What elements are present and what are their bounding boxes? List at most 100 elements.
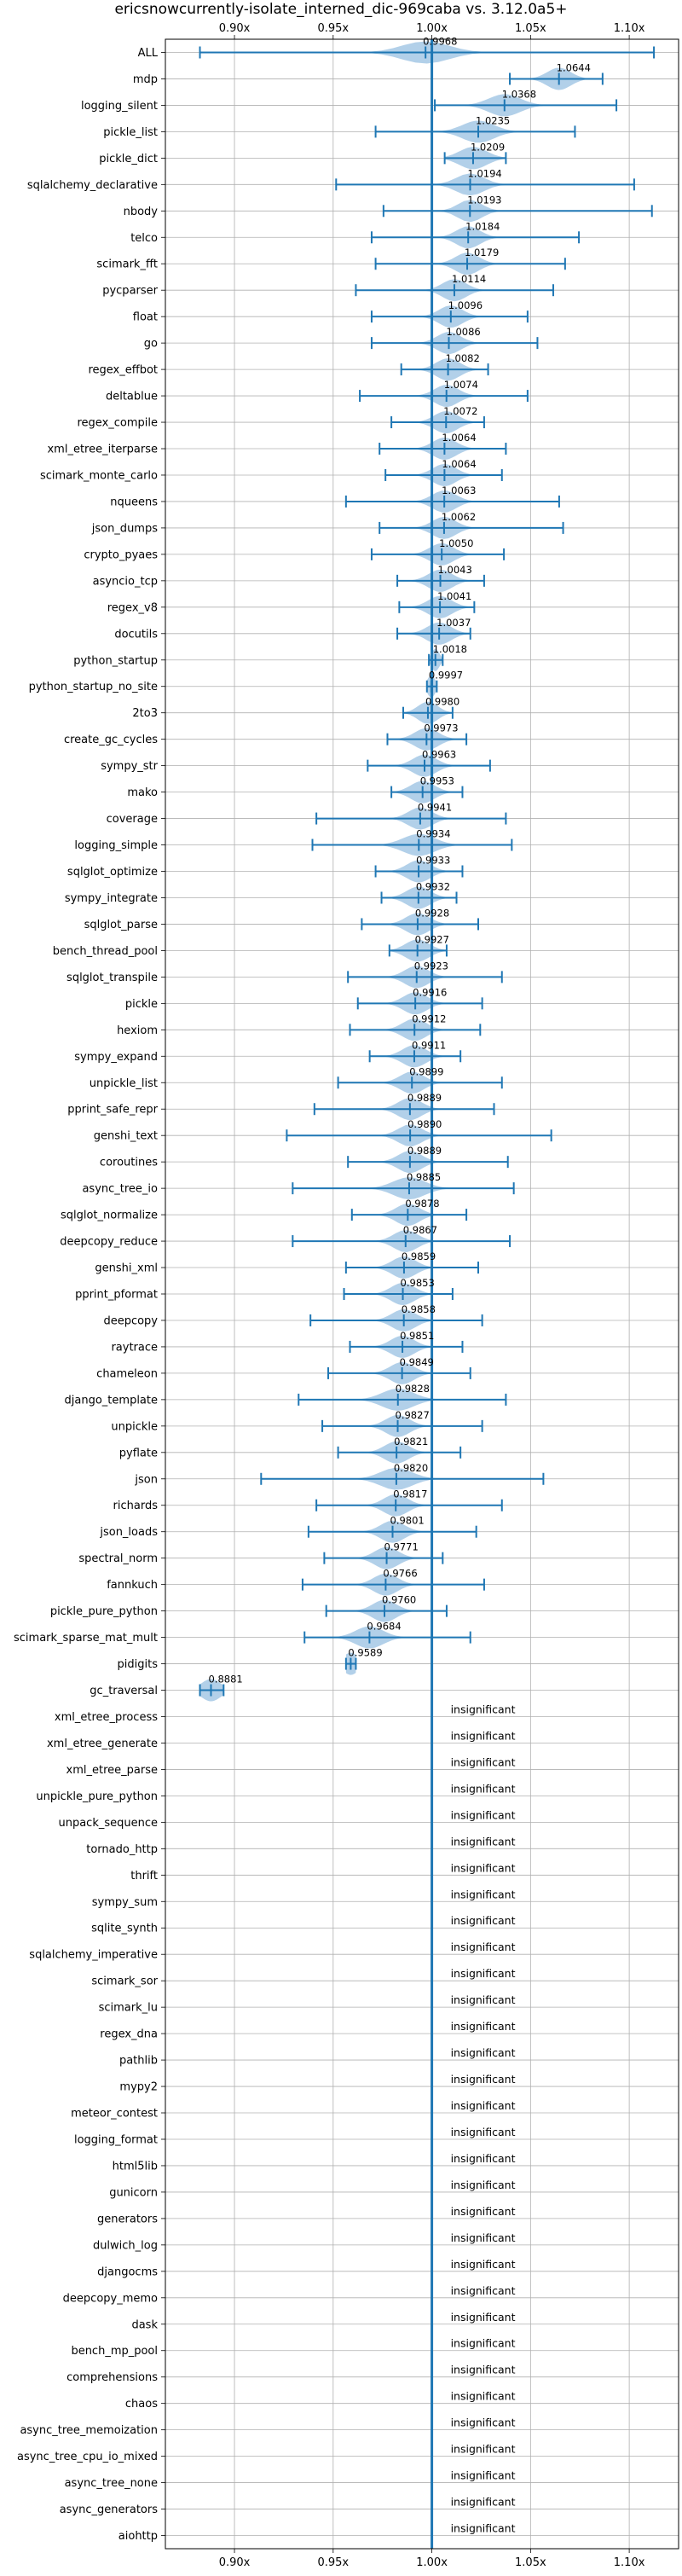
y-tick-label: fannkuch <box>107 1579 158 1592</box>
y-tick-label: dulwich_log <box>93 2239 158 2252</box>
x-tick-label-bottom: 1.00x <box>416 2556 448 2569</box>
value-label: 1.0114 <box>452 273 486 285</box>
value-label: 1.0368 <box>502 88 536 100</box>
error-bars-layer <box>199 46 656 1697</box>
insignificant-label: insignificant <box>451 1914 516 1927</box>
y-tick-label: nbody <box>124 206 159 218</box>
value-label: 1.0082 <box>446 352 480 364</box>
y-tick-label: crypto_pyaes <box>84 548 158 561</box>
value-label: 0.9927 <box>415 933 449 945</box>
value-label: 1.0064 <box>442 432 476 444</box>
value-label: 1.0179 <box>465 247 499 258</box>
insignificant-label: insignificant <box>451 1835 516 1848</box>
value-label: 1.0074 <box>444 379 478 391</box>
value-label: 0.9771 <box>384 1541 419 1553</box>
y-tick-label: pickle_pure_python <box>50 1605 158 1618</box>
y-tick-label: tornado_http <box>86 1843 158 1856</box>
y-tick-label: raytrace <box>111 1341 158 1354</box>
y-tick-label: django_template <box>65 1394 158 1407</box>
value-label: 0.9963 <box>422 749 456 761</box>
insignificant-label: insignificant <box>451 2337 516 2350</box>
y-tick-label: docutils <box>114 628 158 641</box>
value-label: 0.9889 <box>407 1145 442 1157</box>
y-tick-label: scimark_monte_carlo <box>40 469 158 482</box>
x-tick-label-top: 0.90x <box>219 22 251 35</box>
value-labels-layer: 0.9968 1.0644 1.0368 1.0235 1.0209 1.0194 1.01… <box>208 35 590 2534</box>
value-label: 1.0041 <box>437 590 471 602</box>
insignificant-label: insignificant <box>451 2099 516 2112</box>
insignificant-label: insignificant <box>451 2311 516 2324</box>
x-tick-label-bottom: 0.95x <box>317 2556 349 2569</box>
value-label: 0.9853 <box>401 1277 435 1289</box>
y-tick-label: pycparser <box>102 285 158 298</box>
value-label: 0.9932 <box>416 880 450 892</box>
insignificant-label: insignificant <box>451 2126 516 2138</box>
insignificant-label: insignificant <box>451 2152 516 2165</box>
x-tick-label-top: 1.00x <box>416 22 448 35</box>
y-tick-label: regex_v8 <box>107 601 158 614</box>
y-tick-label: python_startup_no_site <box>29 681 158 693</box>
y-tick-label: telco <box>130 232 158 245</box>
y-tick-label: chaos <box>125 2398 158 2411</box>
value-label: 1.0193 <box>467 194 501 206</box>
insignificant-label: insignificant <box>451 2231 516 2244</box>
value-label: 1.0018 <box>433 643 467 655</box>
value-label: 0.9980 <box>425 696 459 708</box>
y-tick-label: bench_thread_pool <box>53 945 158 958</box>
y-tick-label: deltablue <box>106 391 158 403</box>
insignificant-label: insignificant <box>451 1808 516 1821</box>
y-tick-label: pidigits <box>118 1658 159 1671</box>
x-tick-label-bottom: 1.10x <box>614 2556 645 2569</box>
value-label: 0.9827 <box>396 1409 430 1421</box>
y-tick-label: deepcopy_reduce <box>60 1236 158 1249</box>
y-tick-label: unpack_sequence <box>58 1817 158 1830</box>
insignificant-label: insignificant <box>451 1993 516 2006</box>
y-tick-label: logging_simple <box>74 839 158 852</box>
value-label: 0.9912 <box>412 1012 446 1024</box>
y-tick-label: unpickle <box>111 1420 158 1433</box>
value-label: 0.9934 <box>416 828 450 840</box>
y-tick-label: meteor_contest <box>71 2108 158 2121</box>
y-tick-label: richards <box>113 1500 159 1512</box>
y-tick-label: coverage <box>107 813 158 826</box>
y-tick-label: sqlglot_transpile <box>66 972 158 984</box>
y-tick-label: scimark_lu <box>99 2002 158 2015</box>
y-tick-label: sympy_expand <box>74 1051 158 1064</box>
value-label: 1.0184 <box>465 220 500 232</box>
insignificant-label: insignificant <box>451 2416 516 2429</box>
y-tick-label: coroutines <box>100 1157 158 1169</box>
y-tick-label: pickle <box>125 998 158 1011</box>
value-label: 1.0064 <box>442 458 476 470</box>
insignificant-label: insignificant <box>451 2205 516 2218</box>
y-tick-label: pprint_safe_repr <box>67 1104 158 1117</box>
y-tick-label: async_generators <box>60 2503 159 2516</box>
value-label: 1.0050 <box>439 537 473 549</box>
y-tick-label: create_gc_cycles <box>64 734 158 746</box>
y-tick-label: xml_etree_generate <box>47 1738 158 1750</box>
value-label: 0.9878 <box>405 1198 439 1210</box>
value-label: 0.9760 <box>382 1594 416 1606</box>
y-tick-label: xml_etree_parse <box>66 1764 158 1777</box>
y-tick-label: spectral_norm <box>78 1552 158 1565</box>
y-tick-label: pickle_list <box>103 126 158 139</box>
value-label: 0.9941 <box>418 802 452 814</box>
y-tick-label: regex_effbot <box>88 364 158 377</box>
y-tick-label: djangocms <box>97 2266 158 2278</box>
value-label: 0.8881 <box>208 1674 242 1685</box>
y-tick-label: scimark_sparse_mat_mult <box>14 1632 158 1645</box>
x-tick-label-top: 1.05x <box>515 22 546 35</box>
value-label: 0.9923 <box>414 960 448 972</box>
value-label: 0.9821 <box>394 1436 428 1448</box>
value-label: 0.9589 <box>348 1647 382 1659</box>
x-tick-label-bottom: 1.05x <box>515 2556 546 2569</box>
y-tick-label: gc_traversal <box>90 1685 158 1697</box>
value-label: 1.0063 <box>442 484 476 496</box>
insignificant-label: insignificant <box>451 2390 516 2403</box>
y-tick-label: aiohttp <box>118 2530 158 2543</box>
y-tick-label: dask <box>131 2318 158 2331</box>
insignificant-label: insignificant <box>451 1782 516 1795</box>
y-tick-label: sqlalchemy_declarative <box>27 179 158 192</box>
y-tick-label: regex_dna <box>100 2028 158 2041</box>
y-tick-label: async_tree_cpu_io_mixed <box>17 2451 158 2463</box>
y-tick-label: sympy_integrate <box>65 892 158 905</box>
